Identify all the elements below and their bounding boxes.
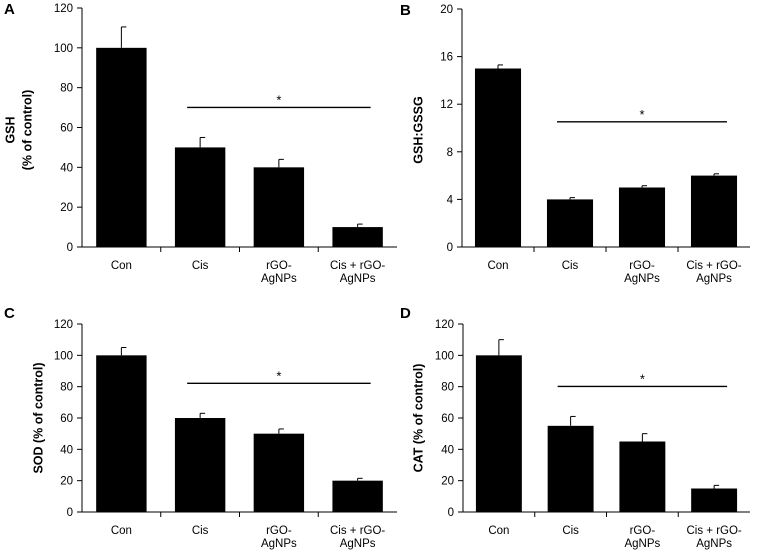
- panel-label: D: [400, 305, 411, 322]
- y-tick-label: 80: [60, 83, 73, 95]
- x-tick-label: Con: [111, 260, 132, 272]
- y-tick-label: 8: [447, 147, 453, 159]
- bar-2: [253, 433, 305, 512]
- y-tick-label: 120: [54, 319, 73, 331]
- y-axis-label: GSH: [3, 116, 17, 143]
- y-tick-label: 80: [60, 382, 73, 394]
- y-tick-label: 100: [54, 43, 73, 55]
- y-tick-label: 4: [447, 194, 454, 206]
- y-tick-label: 60: [441, 413, 454, 425]
- x-tick-label: Cis: [562, 525, 579, 537]
- y-tick-label: 0: [447, 242, 453, 254]
- y-tick-label: 20: [60, 202, 73, 214]
- x-tick-label: AgNPs: [340, 538, 376, 550]
- y-tick-label: 40: [441, 444, 454, 456]
- y-tick-label: 0: [67, 242, 73, 254]
- y-tick-label: 0: [448, 507, 454, 519]
- y-axis-label: (% of control): [20, 90, 34, 171]
- bar-0: [474, 68, 522, 247]
- bar-1: [547, 425, 594, 512]
- y-tick-label: 60: [60, 123, 73, 135]
- significance-asterisk: *: [640, 371, 645, 386]
- x-tick-label: Cis + rGO-: [330, 525, 385, 537]
- x-tick-label: Cis: [192, 260, 209, 272]
- x-tick-label: AgNPs: [696, 538, 732, 550]
- y-tick-label: 40: [60, 162, 73, 174]
- y-tick-label: 60: [60, 413, 73, 425]
- significance-asterisk: *: [276, 368, 281, 383]
- x-tick-label: AgNPs: [696, 273, 732, 285]
- x-tick-label: rGO-: [630, 525, 656, 537]
- y-axis-label: SOD (% of control): [31, 362, 45, 473]
- x-tick-label: Cis + rGO-: [686, 525, 741, 537]
- y-axis-label: GSH:GSSG: [411, 96, 425, 163]
- panel-d: D CAT (% of control) 0 20 40 60 80 100 120 Con Cis…: [400, 305, 750, 550]
- bar-1: [174, 418, 226, 512]
- x-tick-label: rGO-: [266, 525, 292, 537]
- x-tick-label: AgNPs: [340, 273, 376, 285]
- bar-0: [96, 47, 147, 248]
- bar-3: [690, 175, 738, 247]
- bar-3: [332, 227, 383, 247]
- bar-3: [691, 488, 738, 512]
- x-tick-label: Cis + rGO-: [686, 260, 741, 272]
- y-tick-label: 12: [440, 99, 453, 111]
- x-tick-label: AgNPs: [261, 538, 297, 550]
- y-tick-label: 80: [441, 382, 454, 394]
- y-tick-label: 100: [435, 350, 454, 362]
- bar-1: [174, 147, 226, 247]
- bar-2: [619, 441, 666, 512]
- x-tick-label: Con: [488, 525, 509, 537]
- x-tick-label: AgNPs: [624, 273, 660, 285]
- panel-label: B: [400, 2, 411, 19]
- panel-a: A GSH (% of control) 0 20 40 60 80 100 120 Con Cis r…: [3, 1, 397, 285]
- x-tick-label: Cis + rGO-: [330, 260, 385, 272]
- panel-label: A: [4, 1, 15, 18]
- panel-label: C: [4, 305, 15, 322]
- x-tick-label: rGO-: [266, 260, 292, 272]
- y-tick-label: 16: [440, 52, 453, 64]
- y-tick-label: 0: [67, 507, 73, 519]
- x-tick-label: Con: [487, 260, 508, 272]
- y-tick-label: 40: [60, 444, 73, 456]
- x-tick-label: rGO-: [629, 260, 655, 272]
- bar-0: [475, 355, 522, 512]
- y-tick-label: 120: [54, 3, 73, 15]
- x-tick-label: Cis: [562, 260, 579, 272]
- x-tick-label: Cis: [192, 525, 209, 537]
- x-tick-label: AgNPs: [261, 273, 297, 285]
- y-tick-label: 100: [54, 350, 73, 362]
- bar-0: [96, 355, 147, 512]
- y-tick-label: 20: [441, 476, 454, 488]
- panel-c: C SOD (% of control) 0 20 40 60 80 100 120 Con Cis…: [4, 305, 397, 550]
- bar-1: [546, 199, 594, 247]
- x-tick-label: AgNPs: [624, 538, 660, 550]
- bar-2: [253, 167, 305, 247]
- significance-asterisk: *: [639, 107, 644, 122]
- y-tick-label: 20: [440, 4, 453, 16]
- significance-asterisk: *: [276, 92, 281, 107]
- bar-3: [332, 480, 383, 512]
- y-tick-label: 20: [60, 476, 73, 488]
- bar-2: [618, 187, 666, 247]
- x-tick-label: Con: [111, 525, 132, 537]
- y-tick-label: 120: [435, 319, 454, 331]
- y-axis-label: CAT (% of control): [411, 364, 425, 473]
